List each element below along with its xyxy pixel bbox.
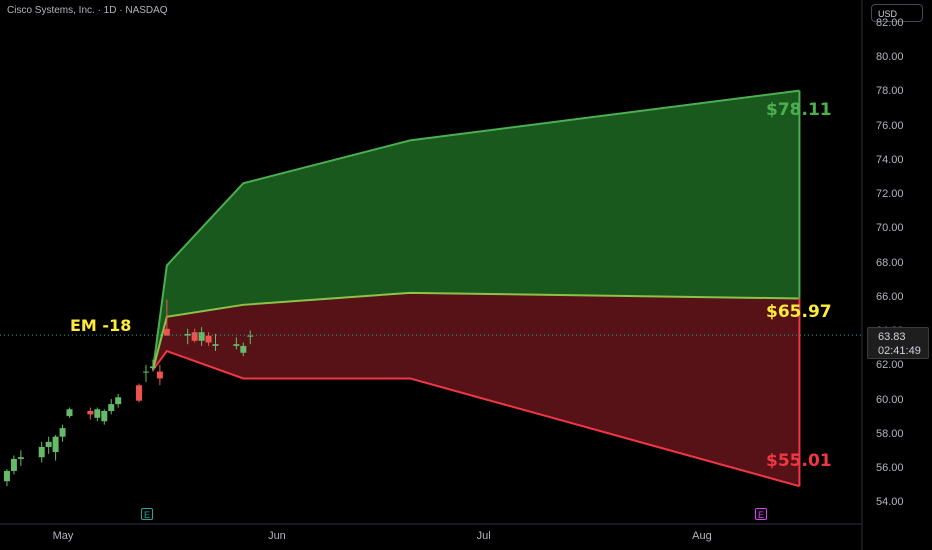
candle-body <box>184 333 191 336</box>
candle-body <box>205 335 212 343</box>
candle-body <box>212 344 219 346</box>
candle-body <box>108 404 115 411</box>
expected-move-bands <box>151 89 801 488</box>
lower-band-label: $55.01 <box>766 451 832 471</box>
y-tick-label: 58.00 <box>876 427 904 440</box>
x-tick-label: May <box>52 530 74 542</box>
upper-band-label: $78.11 <box>766 100 832 120</box>
candlesticks <box>3 299 254 487</box>
candle-body <box>87 410 94 415</box>
candle-body <box>38 446 45 458</box>
candle-body <box>59 428 66 437</box>
candle-body <box>94 409 101 418</box>
candle-body <box>142 371 149 373</box>
y-tick-label: 62.00 <box>876 359 904 372</box>
earnings-badge-upcoming[interactable]: E <box>755 508 767 520</box>
y-tick-label: 78.00 <box>876 85 904 98</box>
y-tick-label: 74.00 <box>876 153 904 166</box>
earnings-badge-past[interactable]: E <box>141 508 153 520</box>
middle-band-line <box>151 291 800 371</box>
x-tick-label: Jul <box>476 530 491 542</box>
candle-body <box>52 436 59 453</box>
y-tick-label: 72.00 <box>876 188 904 201</box>
candle-body <box>136 385 143 401</box>
candle-body <box>3 470 10 482</box>
y-tick-label: 66.00 <box>876 290 904 303</box>
candle-body <box>191 332 198 341</box>
currency-selector[interactable]: USD <box>871 4 923 22</box>
candle-body <box>156 371 163 379</box>
candle-body <box>163 328 170 336</box>
lower-band-fill <box>152 292 800 487</box>
candle-body <box>233 344 240 346</box>
candle-body <box>115 397 122 405</box>
y-tick-label: 82.00 <box>876 16 904 29</box>
expected-move-label: EM -18 <box>70 316 132 335</box>
x-tick-label: Aug <box>692 530 712 542</box>
candle-body <box>17 457 24 459</box>
y-tick-label: 56.00 <box>876 462 904 475</box>
y-tick-label: 70.00 <box>876 222 904 235</box>
lower-band-line <box>152 349 800 488</box>
candle-body <box>198 332 205 341</box>
upper-band-line <box>151 89 800 371</box>
y-tick-label: 54.00 <box>876 496 904 509</box>
y-tick-label: 76.00 <box>876 119 904 132</box>
last-price-tag: 63.83 02:41:49 <box>867 327 929 359</box>
candle-body <box>45 441 52 447</box>
bar-countdown: 02:41:49 <box>878 345 921 357</box>
candle-body <box>10 458 17 471</box>
last-price: 63.83 <box>878 331 906 343</box>
y-tick-label: 60.00 <box>876 393 904 406</box>
y-tick-label: 80.00 <box>876 51 904 64</box>
y-tick-label: 68.00 <box>876 256 904 269</box>
candle-body <box>101 410 108 422</box>
candle-body <box>240 345 247 353</box>
candle-body <box>247 335 254 337</box>
candle-body <box>66 409 73 417</box>
upper-band-fill <box>152 90 800 370</box>
chart-title: Cisco Systems, Inc. · 1D · NASDAQ <box>7 5 168 16</box>
x-tick-label: Jun <box>268 530 286 542</box>
middle-band-label: $65.97 <box>766 302 832 322</box>
candle-body <box>149 366 156 369</box>
